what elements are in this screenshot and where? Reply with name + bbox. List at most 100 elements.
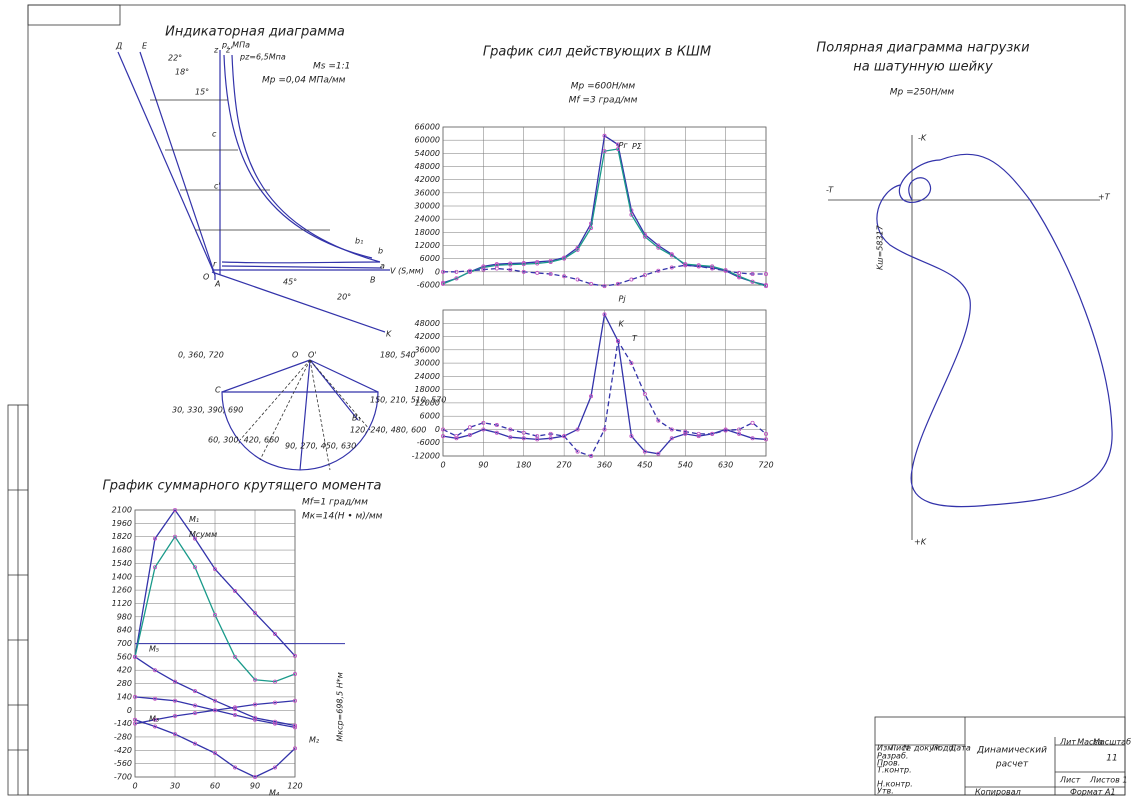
- row: Подп.: [932, 744, 956, 753]
- data-point: [696, 431, 701, 436]
- data-point: [575, 247, 580, 252]
- data-point: [575, 449, 580, 454]
- data-point: [723, 268, 728, 273]
- data-point: [192, 703, 197, 708]
- data-point: [535, 270, 540, 275]
- data-point: [521, 262, 526, 267]
- data-point: [454, 436, 459, 441]
- data-point: [656, 451, 661, 456]
- data-point: [232, 654, 237, 659]
- indicator-diagram: Индикаторная диаграмма Ms =1:1 Мр =0,04 …: [115, 25, 424, 339]
- y-tick-label: 12000: [415, 241, 440, 250]
- data-point: [172, 534, 177, 539]
- point: E: [142, 42, 148, 51]
- series-label: K: [619, 320, 625, 329]
- angle: 20°: [337, 293, 351, 302]
- data-point: [132, 654, 137, 659]
- y-tick-label: 42000: [415, 332, 440, 341]
- data-point: [656, 418, 661, 423]
- y-tick-label: 24000: [415, 215, 440, 224]
- data-point: [252, 715, 257, 720]
- data-point: [683, 429, 688, 434]
- data-point: [454, 276, 459, 281]
- data-point: [508, 262, 513, 267]
- row: Дата: [949, 744, 971, 753]
- data-point: [615, 142, 620, 147]
- polar-title: Полярная диаграмма нагрузки: [816, 41, 1029, 56]
- series-label: T: [632, 334, 638, 343]
- data-point: [192, 565, 197, 570]
- data-point: [440, 281, 445, 286]
- copied: Копировал: [975, 788, 1021, 797]
- data-point: [508, 267, 513, 272]
- data-point: [440, 269, 445, 274]
- row: Лист: [889, 744, 911, 753]
- y-tick-label: 1820: [112, 532, 132, 541]
- data-point: [212, 751, 217, 756]
- row: Н.контр.: [877, 780, 913, 789]
- polar-diagram: Полярная диаграмма нагрузки на шатунную …: [816, 41, 1113, 547]
- row: № докум.: [902, 744, 942, 753]
- data-point: [764, 437, 769, 442]
- data-point: [696, 264, 701, 269]
- data-point: [212, 708, 217, 713]
- y-tick-label: -700: [114, 773, 132, 782]
- data-point: [132, 694, 137, 699]
- y-tick-label: -280: [114, 732, 132, 741]
- charts: График сил действующих в КШМ Мр =600Н/мм…: [102, 45, 773, 798]
- point: c: [212, 130, 217, 139]
- data-point: [669, 265, 674, 270]
- data-point: [132, 717, 137, 722]
- point: Д: [115, 42, 122, 51]
- data-point: [629, 277, 634, 282]
- frame: [7, 4, 1126, 796]
- series-label: M₂: [309, 736, 320, 745]
- data-point: [192, 741, 197, 746]
- label: Kш=58317: [876, 224, 885, 270]
- angle: 22°: [168, 54, 182, 63]
- data-point: [172, 679, 177, 684]
- scale: Мр =250Н/мм: [890, 88, 955, 98]
- data-point: [548, 259, 553, 264]
- brick-diagram: 0, 360, 720 180, 540 30, 330, 390, 690 1…: [172, 351, 446, 471]
- format: Формат A1: [1070, 788, 1116, 797]
- data-point: [669, 436, 674, 441]
- series-line: [442, 339, 767, 457]
- data-point: [454, 269, 459, 274]
- data-point: [629, 434, 634, 439]
- series-line: [443, 264, 766, 287]
- data-point: [548, 436, 553, 441]
- x-tick-label: 90: [478, 461, 488, 470]
- y-tick-label: 0: [435, 267, 440, 276]
- y-tick-label: -420: [114, 746, 132, 755]
- angle: 45°: [283, 278, 297, 287]
- x-tick-label: 120: [287, 782, 302, 791]
- series-line: [134, 719, 296, 778]
- y-tick-label: -140: [114, 719, 132, 728]
- data-point: [548, 431, 553, 436]
- angle: 18°: [175, 68, 189, 77]
- y-tick-label: 1400: [112, 572, 132, 581]
- data-point: [494, 423, 499, 428]
- x-tick-label: 0: [440, 461, 445, 470]
- brick-label: 90, 270, 450, 630: [285, 442, 356, 451]
- data-point: [750, 279, 755, 284]
- row: Пров.: [877, 759, 900, 768]
- y-tick-label: 0: [435, 425, 440, 434]
- series-label: Pj: [619, 294, 627, 303]
- data-point: [521, 436, 526, 441]
- data-point: [152, 668, 157, 673]
- data-point: [562, 256, 567, 261]
- data-point: [521, 269, 526, 274]
- y-tick-label: 140: [117, 692, 132, 701]
- axis-label: -K: [918, 134, 927, 143]
- data-point: [467, 268, 472, 273]
- y-tick-label: 18000: [415, 385, 440, 394]
- y-tick-label: 54000: [415, 149, 440, 158]
- data-point: [642, 273, 647, 278]
- scale: Мр =0,04 МПа/мм: [262, 76, 346, 86]
- y-tick-label: 36000: [415, 188, 440, 197]
- series-label: M₅: [149, 644, 159, 653]
- point: r: [213, 260, 217, 269]
